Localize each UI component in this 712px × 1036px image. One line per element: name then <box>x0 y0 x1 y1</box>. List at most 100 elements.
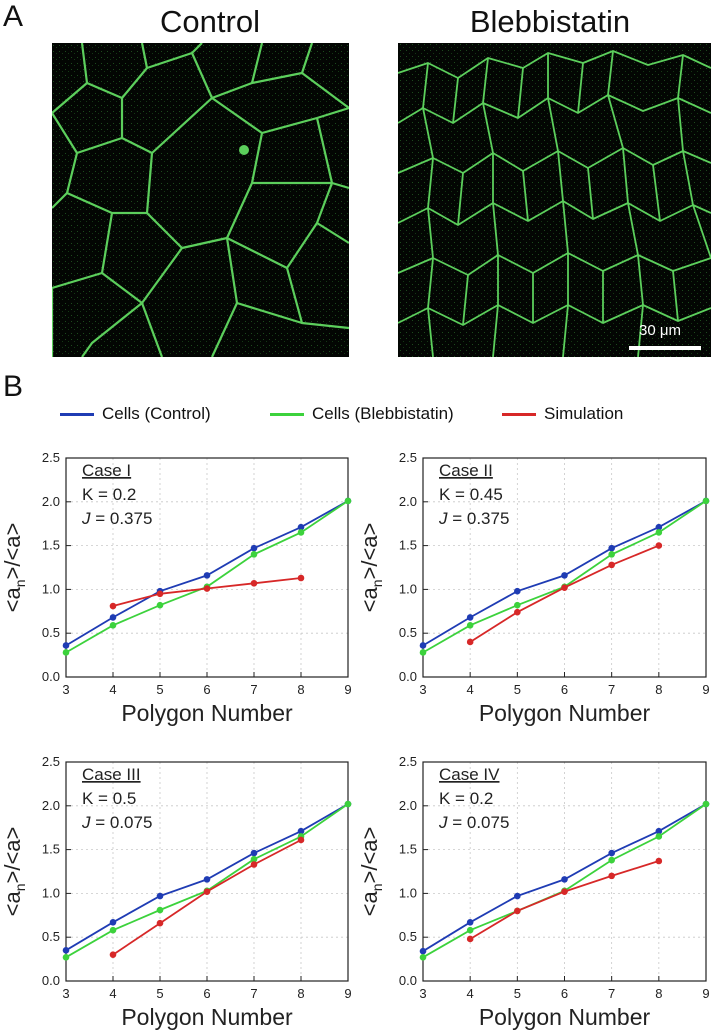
chart-1-series-1-point <box>203 572 211 579</box>
chart-3-ytick-label: 2.0 <box>42 798 60 813</box>
chart-3-series-3-point <box>109 951 117 959</box>
chart-2-series-1-point <box>466 614 474 621</box>
chart-3-series-1-point <box>156 892 164 900</box>
chart-4-xtick-label: 3 <box>419 986 426 1001</box>
chart-2-series-2-point <box>655 529 663 536</box>
chart-4-param-j: J = 0.075 <box>438 813 509 832</box>
chart-1: 3 4 5 6 7 8 9 0.0 0.5 1.0 1.5 2.0 2.5 Case I K = 0.2 J … <box>0 450 352 726</box>
chart-1-series-3-point <box>203 585 211 592</box>
chart-3-ytick-label: 0.5 <box>42 929 60 944</box>
chart-4-series-2-point <box>608 856 615 864</box>
scale-bar-label: 30 μm <box>639 322 681 339</box>
chart-1-series-2-point <box>109 622 117 629</box>
chart-3-xtick-label: 5 <box>156 986 163 1001</box>
chart-2-xtick-label: 3 <box>419 682 426 697</box>
chart-3-series-3-point <box>297 836 305 844</box>
chart-3-series-1-point <box>109 919 117 926</box>
chart-1-xtick-label: 4 <box>109 682 116 697</box>
chart-2-series-1-point <box>655 523 663 531</box>
chart-4-series-3-point <box>561 888 568 895</box>
chart-1-series-2-point <box>62 649 70 656</box>
chart-4-ytick-label: 0.0 <box>399 973 417 988</box>
chart-3-series-1-point <box>297 827 305 835</box>
chart-2-ytick-label: 2.0 <box>399 494 417 509</box>
chart-4-xtick-label: 6 <box>561 986 568 1001</box>
chart-1-xtick-label: 5 <box>156 682 163 697</box>
chart-1-series-3-point <box>156 590 164 598</box>
panel-a-letter: A <box>3 0 24 33</box>
chart-2-xlabel: Polygon Number <box>479 700 651 726</box>
control-image-title: Control <box>160 4 260 39</box>
chart-4-series-1-point <box>419 947 427 955</box>
chart-2-xtick-label: 5 <box>514 682 521 697</box>
chart-1-xtick-label: 9 <box>344 682 351 697</box>
chart-3-series-2-point <box>109 926 117 934</box>
chart-4-series-3-point <box>608 872 615 880</box>
chart-4-series-3-point <box>466 935 474 943</box>
chart-1-series-2-point <box>250 551 258 558</box>
chart-1-ytick-label: 0.5 <box>42 625 60 640</box>
chart-4-ytick-label: 1.0 <box>399 885 417 900</box>
chart-3-series-2-point <box>250 855 258 863</box>
chart-3-series-3-point <box>203 888 211 895</box>
chart-1-xtick-label: 3 <box>62 682 69 697</box>
chart-1-param-k: K = 0.2 <box>82 485 136 504</box>
panel-b-letter: B <box>3 370 24 403</box>
chart-3-xtick-label: 7 <box>250 986 257 1001</box>
chart-4-ytick-label: 0.5 <box>399 929 417 944</box>
chart-2-param-k: K = 0.45 <box>439 485 503 504</box>
chart-4-ytick-label: 1.5 <box>399 842 417 857</box>
chart-2-series-2-point <box>419 649 427 656</box>
chart-1-series-3-point <box>250 579 258 587</box>
chart-4-param-k: K = 0.2 <box>439 789 493 808</box>
chart-1-series-2-point <box>297 529 305 536</box>
chart-2-ytick-label: 1.0 <box>399 581 417 596</box>
chart-3-xlabel: Polygon Number <box>121 1004 293 1030</box>
chart-3-ylabel: <an>/<a> <box>0 827 28 917</box>
chart-3-param-j: J = 0.075 <box>81 813 152 832</box>
chart-4-series-1-point <box>514 892 521 900</box>
chart-2-frame <box>422 457 707 678</box>
chart-1-ylabel: <an>/<a> <box>0 523 28 613</box>
chart-3-ytick-label: 2.5 <box>42 754 60 769</box>
chart-1-ytick-label: 2.5 <box>42 450 60 465</box>
chart-1-ytick-label: 1.5 <box>42 538 60 553</box>
chart-2-xtick-label: 4 <box>467 682 474 697</box>
chart-4-series-2-point <box>466 926 474 934</box>
chart-1-ytick-label: 2.0 <box>42 494 60 509</box>
chart-3-series-1-point <box>203 876 211 883</box>
chart-2-ylabel: <an>/<a> <box>357 523 385 613</box>
chart-4-series-2-point <box>419 954 427 961</box>
chart-3-series-2-point <box>156 906 164 914</box>
chart-4-xtick-label: 9 <box>702 986 709 1001</box>
chart-4-series-3-point <box>655 857 663 865</box>
legend-item-blebbistatin: Cells (Blebbistatin) <box>270 404 454 424</box>
chart-2-ytick-label: 1.5 <box>399 538 417 553</box>
chart-1-ytick-label: 0.0 <box>42 669 60 684</box>
legend-item-simulation: Simulation <box>502 404 623 424</box>
chart-3-xtick-label: 9 <box>344 986 351 1001</box>
chart-4-series-2-point <box>655 833 663 840</box>
chart-1-xlabel: Polygon Number <box>121 700 293 726</box>
chart-4-title: Case IV <box>439 765 500 784</box>
chart-3-series-1-point <box>62 947 70 954</box>
chart-2-series-1-point <box>561 572 568 579</box>
chart-1-series-3-point <box>297 574 305 582</box>
chart-2-title: Case II <box>439 461 493 480</box>
legend-label-blebbistatin: Cells (Blebbistatin) <box>312 404 454 423</box>
chart-3-ytick-label: 0.0 <box>42 973 60 988</box>
chart-2-series-2-point <box>608 551 615 558</box>
chart-2-series-3-point <box>608 561 615 569</box>
blebbistatin-image-title: Blebbistatin <box>469 4 631 39</box>
chart-1-series-2-point <box>156 601 164 609</box>
chart-1-ytick-label: 1.0 <box>42 581 60 596</box>
chart-3-series-1-point <box>250 849 258 857</box>
chart-2-ytick-label: 2.5 <box>399 450 417 465</box>
chart-1-series-1-point <box>62 642 70 649</box>
chart-4-ytick-label: 2.5 <box>399 754 417 769</box>
chart-3-xtick-label: 6 <box>203 986 210 1001</box>
chart-3-series-2-point <box>62 954 70 961</box>
chart-3-xtick-label: 3 <box>62 986 69 1001</box>
chart-2-series-2-point <box>466 622 474 629</box>
